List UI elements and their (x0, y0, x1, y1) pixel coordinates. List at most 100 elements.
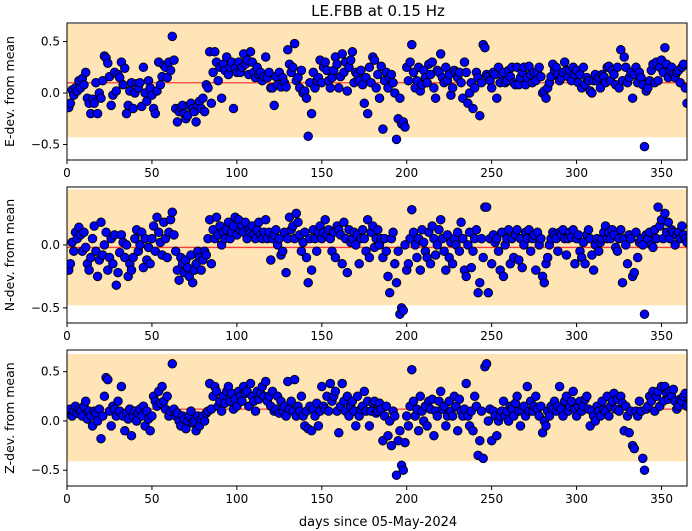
data-point (135, 240, 145, 250)
data-point (320, 214, 330, 225)
data-point (517, 262, 527, 273)
data-point (447, 411, 458, 421)
data-point (277, 246, 288, 256)
data-point (147, 233, 157, 244)
data-point (454, 246, 465, 256)
data-point (97, 411, 108, 421)
data-point (153, 227, 164, 238)
data-point (99, 240, 110, 250)
data-point (330, 252, 341, 263)
data-point (536, 401, 546, 411)
data-point (536, 71, 546, 82)
data-point (388, 227, 398, 238)
x-tick-label: 300 (565, 166, 588, 180)
data-point (463, 240, 473, 250)
data-point (138, 62, 149, 73)
data-point (617, 277, 628, 288)
data-point (680, 388, 687, 399)
data-point (478, 252, 488, 263)
data-point (459, 57, 470, 67)
data-point (103, 58, 113, 68)
data-point (498, 396, 509, 406)
data-point (211, 212, 222, 222)
data-point (559, 57, 570, 67)
data-point (473, 288, 483, 298)
data-point (289, 374, 300, 385)
data-point (79, 80, 89, 90)
data-point (301, 93, 312, 103)
data-point (475, 435, 485, 446)
x-tick-label: 50 (144, 329, 159, 343)
data-point (531, 391, 541, 402)
data-point (469, 391, 480, 402)
data-point (401, 411, 412, 421)
data-point (680, 83, 687, 93)
data-point (245, 378, 256, 389)
data-point (250, 406, 261, 416)
data-point (390, 259, 400, 269)
data-point (624, 428, 634, 438)
data-point (629, 443, 640, 454)
x-tick-label: 250 (480, 329, 503, 343)
data-point (162, 391, 172, 402)
data-point (452, 426, 463, 436)
data-point (210, 47, 220, 57)
data-point (441, 265, 451, 275)
data-point (393, 246, 403, 256)
y-tick-label: 0.0 (41, 86, 60, 100)
data-point (475, 277, 485, 288)
data-point (432, 240, 443, 250)
x-tick-label: 350 (650, 492, 673, 506)
data-point (522, 381, 533, 392)
x-tick-label: 100 (225, 166, 248, 180)
data-point (403, 75, 414, 86)
data-point (86, 252, 96, 263)
data-point (362, 214, 373, 225)
data-point (293, 217, 303, 228)
data-point (682, 98, 687, 109)
data-point (587, 88, 597, 98)
data-point (351, 421, 361, 431)
data-point (152, 212, 162, 222)
y-axis-label-e: E-dev. from mean (2, 36, 17, 147)
x-tick-label: 150 (310, 329, 333, 343)
data-point (632, 252, 643, 263)
data-point (113, 267, 123, 278)
data-point (106, 100, 116, 111)
data-point (113, 396, 123, 406)
data-point (128, 252, 138, 263)
data-point (447, 83, 458, 93)
data-points-n (67, 202, 687, 319)
data-point (213, 75, 223, 86)
data-point (531, 265, 541, 275)
data-point (359, 233, 370, 244)
figure-title: LE.FBB at 0.15 Hz (311, 2, 445, 20)
data-point (498, 271, 509, 282)
data-point (130, 233, 140, 244)
data-point (466, 262, 477, 273)
data-point (668, 384, 679, 395)
data-point (432, 411, 443, 421)
data-point (604, 411, 614, 421)
data-point (629, 267, 640, 278)
data-point (260, 214, 271, 225)
data-point (306, 426, 317, 436)
y-tick-label: −0.5 (31, 463, 60, 477)
data-point (165, 65, 176, 76)
data-point (398, 465, 409, 475)
y-axis-label-n: N-dev. from mean (2, 199, 17, 311)
data-point (191, 117, 201, 127)
data-point (342, 86, 353, 96)
data-point (469, 83, 480, 93)
data-point (147, 411, 157, 421)
data-point (181, 424, 191, 434)
data-point (260, 52, 271, 62)
y-tick-label: 0.0 (41, 414, 60, 428)
data-point (634, 396, 645, 406)
data-point (334, 83, 344, 93)
data-point (148, 221, 159, 231)
data-point (211, 386, 222, 397)
data-point (172, 117, 183, 127)
data-point (461, 378, 471, 389)
plot-area-n (67, 189, 687, 319)
